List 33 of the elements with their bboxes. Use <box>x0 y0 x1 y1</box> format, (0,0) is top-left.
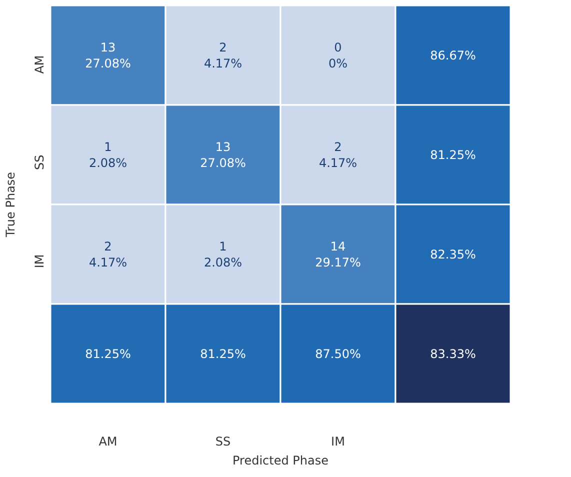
x-tick-label: IM <box>331 434 345 448</box>
annotation: 29.17% <box>315 256 361 270</box>
data-label: 14 <box>330 239 346 254</box>
data-label: 1 <box>219 239 227 254</box>
x-tick-label: AM <box>98 434 118 448</box>
data-label: 83.33% <box>430 346 476 361</box>
data-label: 2 <box>219 40 227 54</box>
annotation: 4.17% <box>88 256 128 270</box>
annotation: 0% <box>328 56 348 71</box>
data-label: 2 <box>104 239 112 254</box>
annotation: 4.17% <box>204 56 242 71</box>
x-axis-title: Predicted Phase <box>232 454 328 468</box>
data-label: 1 <box>104 140 112 154</box>
data-label: 0 <box>334 40 342 54</box>
x-tick-label: SS <box>215 434 231 448</box>
annotation: 27.08% <box>200 156 246 170</box>
data-label: 2 <box>334 140 342 154</box>
data-label: 81.25% <box>200 346 246 361</box>
data-label: 87.50% <box>315 346 361 361</box>
data-label: 81.25% <box>430 148 476 162</box>
data-label: 13 <box>215 140 231 154</box>
y-tick-label: SS <box>32 154 46 170</box>
y-tick-label: IM <box>32 254 46 268</box>
data-label: 82.35% <box>430 247 476 262</box>
y-axis-title: True Phase <box>4 172 18 238</box>
annotation: 27.08% <box>85 56 131 71</box>
y-tick-label: AM <box>32 55 46 74</box>
data-label: 86.67% <box>430 48 476 62</box>
annotation: 2.08% <box>204 256 242 270</box>
annotation: 2.08% <box>88 156 128 170</box>
data-label: 13 <box>100 40 116 54</box>
data-label: 81.25% <box>85 346 131 361</box>
annotation: 4.17% <box>318 156 358 170</box>
